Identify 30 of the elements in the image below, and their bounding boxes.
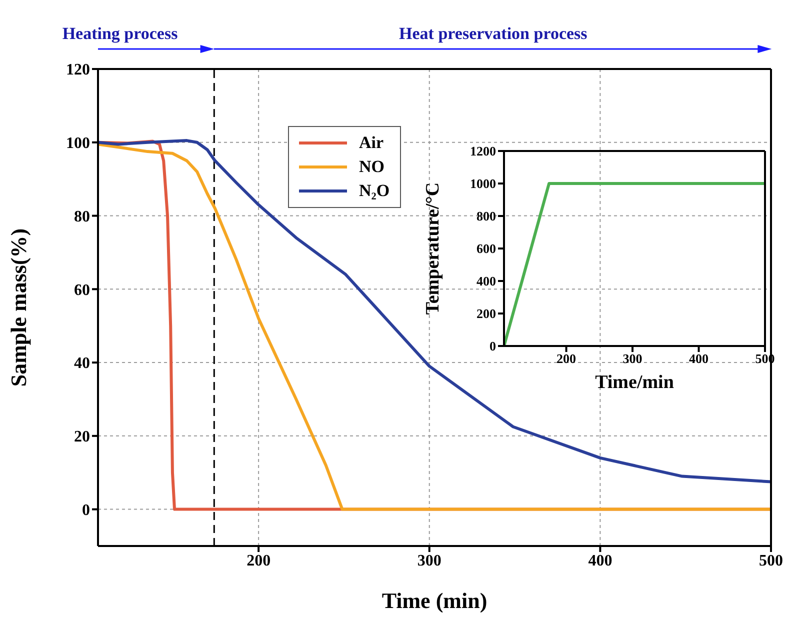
y-tick-label: 20 bbox=[74, 428, 90, 446]
x-tick-label: 400 bbox=[588, 552, 612, 570]
x-axis-title: Time/min bbox=[595, 372, 674, 393]
y-tick-label: 60 bbox=[74, 282, 90, 299]
y-tick-label: 80 bbox=[74, 208, 90, 226]
legend-label: N₂O bbox=[359, 180, 390, 202]
x-tick-label: 300 bbox=[622, 351, 642, 366]
legend-label: NO bbox=[359, 156, 384, 178]
y-tick-label: 0 bbox=[82, 502, 90, 519]
x-axis-title: Time (min) bbox=[382, 588, 488, 613]
x-tick-label: 300 bbox=[417, 552, 442, 570]
y-tick-label: 600 bbox=[476, 241, 496, 256]
y-tick-label: 120 bbox=[66, 62, 90, 79]
x-tick-label: 400 bbox=[689, 351, 709, 366]
y-tick-label: 1000 bbox=[470, 176, 496, 192]
legend-label: Air bbox=[359, 132, 384, 154]
y-axis-title: Sample mass(%) bbox=[6, 228, 31, 387]
x-tick-label: 200 bbox=[246, 552, 271, 570]
y-tick-label: 0 bbox=[490, 338, 496, 354]
text: Heating process bbox=[61, 24, 179, 44]
y-tick-label: 100 bbox=[66, 135, 90, 152]
y-tick-label: 200 bbox=[476, 306, 496, 322]
text: Heat preservation process bbox=[398, 24, 588, 44]
y-tick-label: 1200 bbox=[470, 144, 496, 159]
y-tick-label: 400 bbox=[476, 274, 496, 289]
y-axis-title: Temperature/°C bbox=[422, 182, 444, 315]
x-tick-label: 500 bbox=[759, 552, 783, 570]
x-tick-label: 200 bbox=[556, 351, 576, 366]
y-tick-label: 800 bbox=[476, 208, 496, 224]
y-tick-label: 40 bbox=[74, 355, 90, 372]
